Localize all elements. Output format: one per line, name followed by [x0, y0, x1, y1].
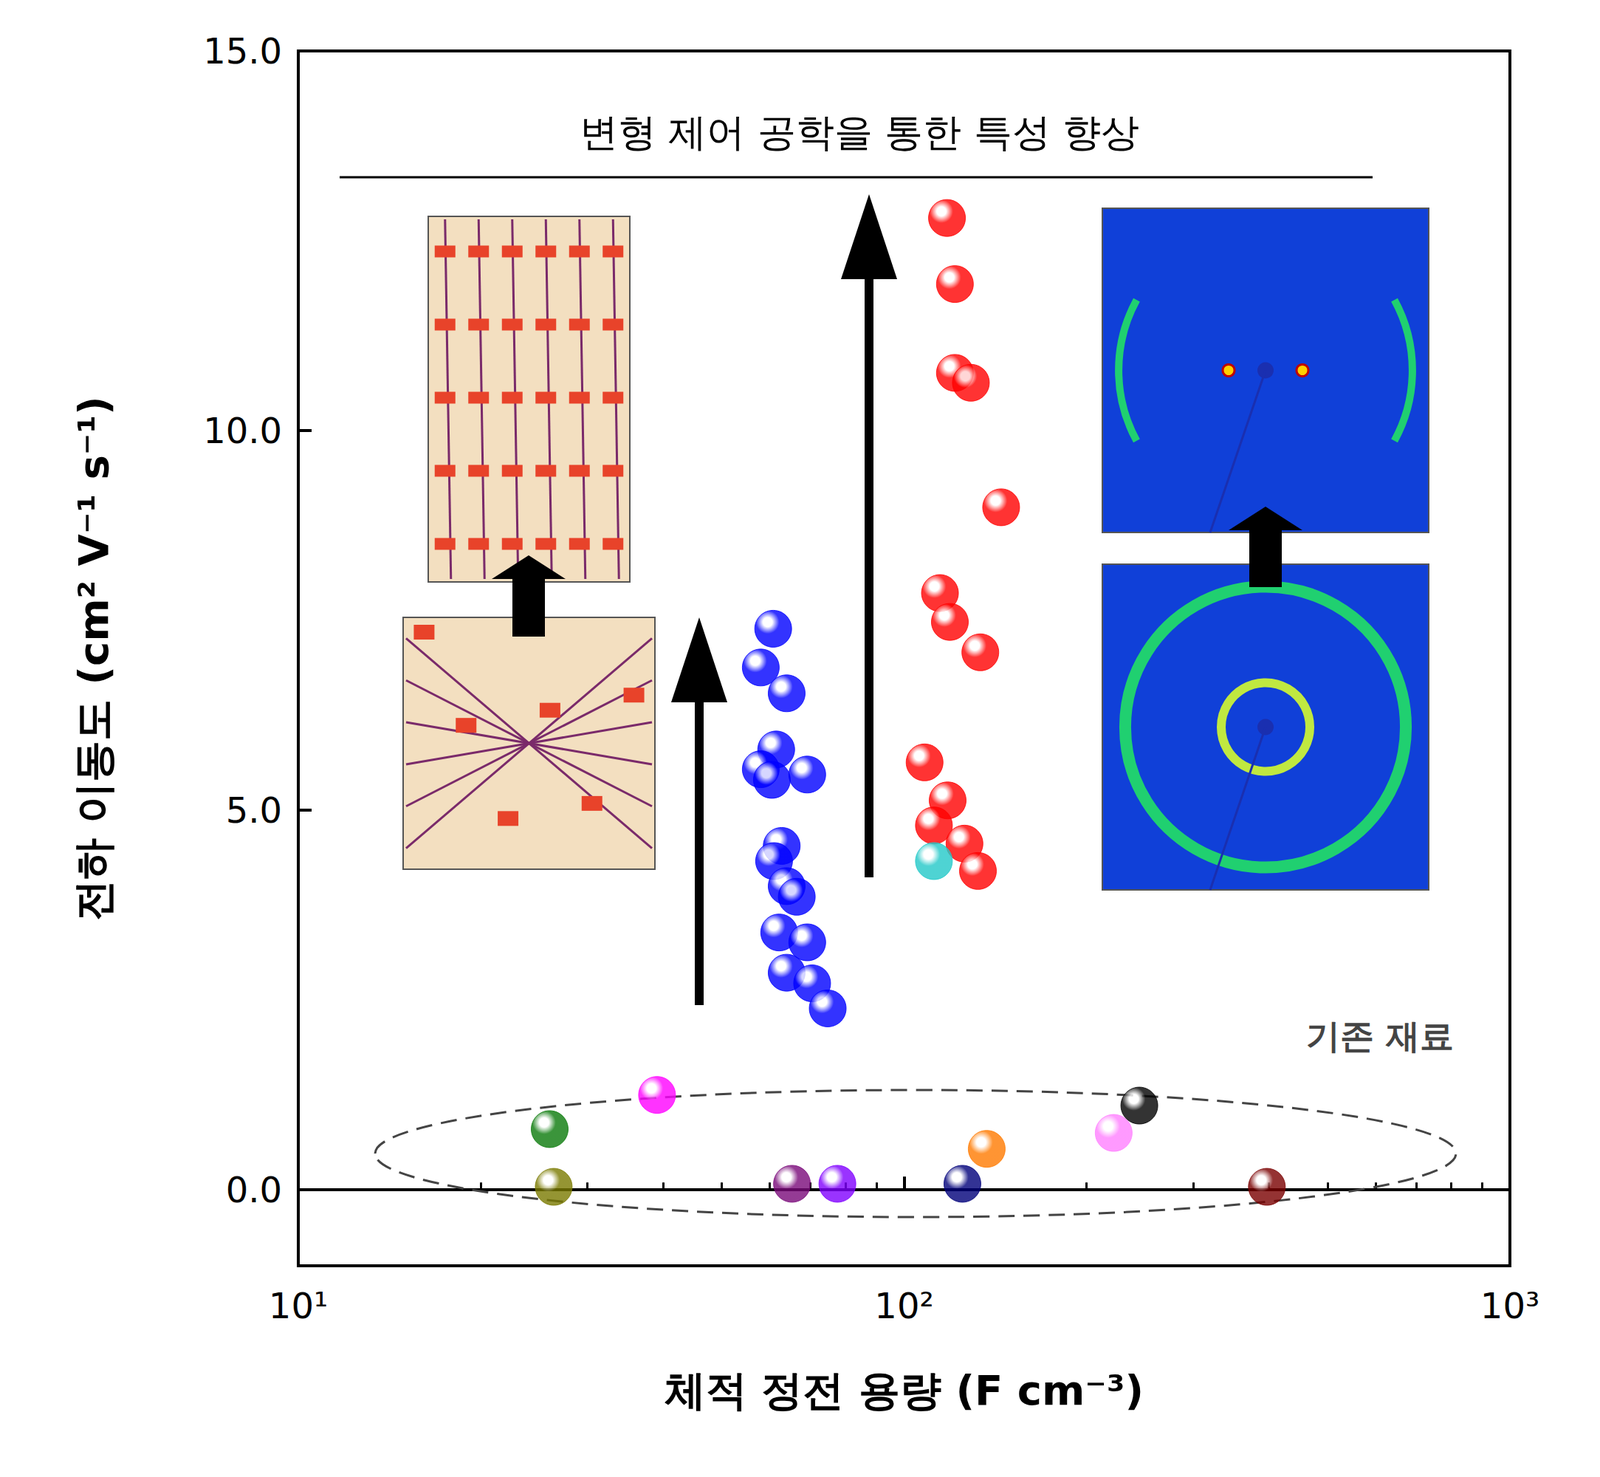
svg-text:15.0: 15.0	[203, 30, 283, 72]
svg-text:10¹: 10¹	[268, 1284, 328, 1327]
svg-text:체적 정전 용량 (F cm⁻³): 체적 정전 용량 (F cm⁻³)	[664, 1365, 1144, 1414]
svg-text:10²: 10²	[874, 1284, 934, 1327]
svg-text:5.0: 5.0	[225, 789, 283, 831]
svg-text:변형 제어 공학을 통한 특성 향상: 변형 제어 공학을 통한 특성 향상	[579, 110, 1141, 155]
svg-text:10.0: 10.0	[203, 409, 283, 452]
svg-text:기존 재료: 기존 재료	[1306, 1015, 1454, 1056]
svg-text:0.0: 0.0	[225, 1168, 283, 1211]
svg-text:전하 이동도 (cm² V⁻¹ s⁻¹): 전하 이동도 (cm² V⁻¹ s⁻¹)	[69, 395, 118, 920]
svg-text:10³: 10³	[1480, 1284, 1540, 1327]
